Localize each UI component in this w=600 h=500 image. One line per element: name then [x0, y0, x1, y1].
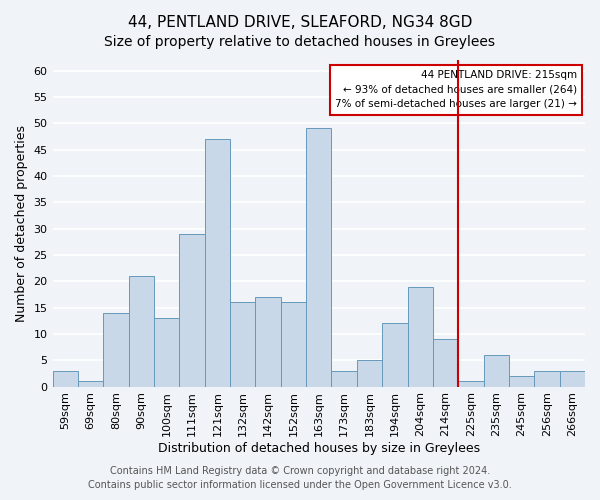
Bar: [484, 355, 509, 386]
Bar: [230, 302, 256, 386]
Bar: [256, 297, 281, 386]
Text: Contains HM Land Registry data © Crown copyright and database right 2024.
Contai: Contains HM Land Registry data © Crown c…: [88, 466, 512, 490]
Bar: [281, 302, 306, 386]
Bar: [53, 371, 78, 386]
Bar: [128, 276, 154, 386]
Bar: [179, 234, 205, 386]
Bar: [407, 286, 433, 386]
Text: 44 PENTLAND DRIVE: 215sqm
← 93% of detached houses are smaller (264)
7% of semi-: 44 PENTLAND DRIVE: 215sqm ← 93% of detac…: [335, 70, 577, 110]
Bar: [78, 382, 103, 386]
Bar: [154, 318, 179, 386]
Text: Size of property relative to detached houses in Greylees: Size of property relative to detached ho…: [104, 35, 496, 49]
Bar: [509, 376, 534, 386]
Bar: [205, 139, 230, 386]
Bar: [103, 313, 128, 386]
Bar: [382, 324, 407, 386]
Bar: [357, 360, 382, 386]
Bar: [433, 339, 458, 386]
X-axis label: Distribution of detached houses by size in Greylees: Distribution of detached houses by size …: [158, 442, 480, 455]
Y-axis label: Number of detached properties: Number of detached properties: [15, 125, 28, 322]
Bar: [306, 128, 331, 386]
Text: 44, PENTLAND DRIVE, SLEAFORD, NG34 8GD: 44, PENTLAND DRIVE, SLEAFORD, NG34 8GD: [128, 15, 472, 30]
Bar: [458, 382, 484, 386]
Bar: [331, 371, 357, 386]
Bar: [560, 371, 585, 386]
Bar: [534, 371, 560, 386]
